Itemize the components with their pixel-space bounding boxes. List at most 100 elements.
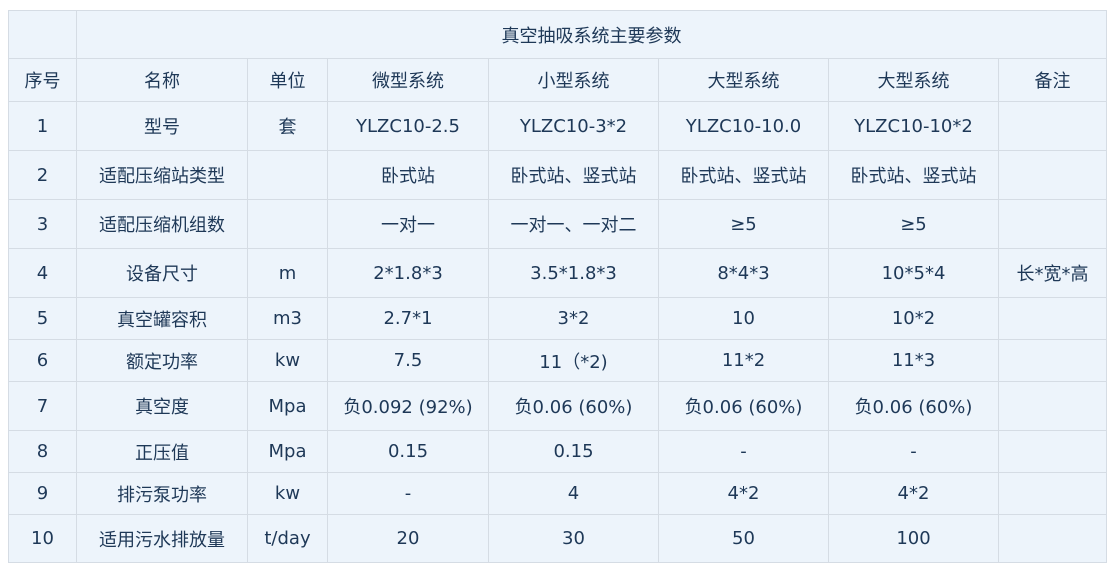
table-cell: kw	[247, 472, 328, 515]
table-cell: 设备尺寸	[76, 248, 248, 298]
table-cell: 10	[658, 297, 829, 340]
table-cell: 10*2	[828, 297, 999, 340]
table-cell: Mpa	[247, 430, 328, 473]
table-cell: 卧式站	[327, 150, 489, 200]
table-cell: 6	[8, 339, 77, 382]
table-cell: 型号	[76, 101, 248, 151]
column-header: 序号	[8, 58, 77, 102]
table-cell	[998, 101, 1107, 151]
column-header: 大型系统	[658, 58, 829, 102]
table-row: 10 适用污水排放量 t/day 20 30 50 100	[8, 514, 1107, 563]
header-row: 序号 名称 单位 微型系统 小型系统 大型系统 大型系统 备注	[8, 58, 1107, 102]
title-row: 真空抽吸系统主要参数	[8, 10, 1107, 59]
table-cell: 2	[8, 150, 77, 200]
table-cell: 负0.06 (60%)	[658, 381, 829, 431]
table-cell: 卧式站、竖式站	[488, 150, 659, 200]
table-cell: YLZC10-10.0	[658, 101, 829, 151]
table-cell: 负0.092 (92%)	[327, 381, 489, 431]
table-cell: 50	[658, 514, 829, 563]
table-cell: 30	[488, 514, 659, 563]
table-cell: 适配压缩机组数	[76, 199, 248, 249]
table-cell: YLZC10-2.5	[327, 101, 489, 151]
table-cell: 7.5	[327, 339, 489, 382]
table-cell: 8	[8, 430, 77, 473]
table-title: 真空抽吸系统主要参数	[76, 10, 1107, 59]
table-row: 8 正压值 Mpa 0.15 0.15- -	[8, 430, 1107, 473]
table-cell: 0.15	[488, 430, 659, 473]
table-cell: 0.15	[327, 430, 489, 473]
table-cell: 100	[828, 514, 999, 563]
column-header: 名称	[76, 58, 248, 102]
column-header: 大型系统	[828, 58, 999, 102]
empty-corner-cell	[8, 10, 77, 59]
table-cell: 11*2	[658, 339, 829, 382]
table-cell: m	[247, 248, 328, 298]
table-cell: 10*5*4	[828, 248, 999, 298]
table-cell: 11（*2)	[488, 339, 659, 382]
table-cell: -	[658, 430, 829, 473]
table-cell: 5	[8, 297, 77, 340]
table-cell	[998, 339, 1107, 382]
table-cell: Mpa	[247, 381, 328, 431]
table-cell: 额定功率	[76, 339, 248, 382]
column-header: 微型系统	[327, 58, 489, 102]
table-cell	[998, 150, 1107, 200]
table-cell: 卧式站、竖式站	[658, 150, 829, 200]
table-cell: 2*1.8*3	[327, 248, 489, 298]
table-cell: 7	[8, 381, 77, 431]
table-cell: 适配压缩站类型	[76, 150, 248, 200]
table-cell	[247, 199, 328, 249]
table-row: 9 排污泵功率 kw -4 4*2 4*2	[8, 472, 1107, 515]
table-cell	[998, 297, 1107, 340]
table-row: 2 适配压缩站类型 卧式站 卧式站、竖式站 卧式站、竖式站 卧式站、竖式站	[8, 150, 1107, 200]
table-cell: 3*2	[488, 297, 659, 340]
table-row: 1 型号套 YLZC10-2.5 YLZC10-3*2 YLZC10-10.0 YLZC1…	[8, 101, 1107, 151]
table-cell: 4*2	[658, 472, 829, 515]
table-cell	[247, 150, 328, 200]
table-cell: ≥5	[658, 199, 829, 249]
table-cell: kw	[247, 339, 328, 382]
table-cell: 4	[488, 472, 659, 515]
table-cell: 11*3	[828, 339, 999, 382]
table-cell: 长*宽*高	[998, 248, 1107, 298]
table-cell: 3	[8, 199, 77, 249]
table-cell: 一对一、一对二	[488, 199, 659, 249]
table-cell: 4	[8, 248, 77, 298]
table-cell: 20	[327, 514, 489, 563]
table-cell: YLZC10-10*2	[828, 101, 999, 151]
table-cell: 2.7*1	[327, 297, 489, 340]
table-row: 7 真空度 Mpa 负0.092 (92%) 负0.06 (60%) 负0.06 (60%…	[8, 381, 1107, 431]
table-cell: 真空罐容积	[76, 297, 248, 340]
table-cell: ≥5	[828, 199, 999, 249]
table-cell: 9	[8, 472, 77, 515]
table-cell: t/day	[247, 514, 328, 563]
table-cell: 排污泵功率	[76, 472, 248, 515]
table-cell: 负0.06 (60%)	[488, 381, 659, 431]
column-header: 单位	[247, 58, 328, 102]
table-cell: 负0.06 (60%)	[828, 381, 999, 431]
table-cell: 一对一	[327, 199, 489, 249]
table-cell: 1	[8, 101, 77, 151]
table-cell: m3	[247, 297, 328, 340]
table-cell	[998, 381, 1107, 431]
table-cell: 卧式站、竖式站	[828, 150, 999, 200]
table-row: 3 适配压缩机组数 一对一 一对一、一对二 ≥5 ≥5	[8, 199, 1107, 249]
table-cell: 正压值	[76, 430, 248, 473]
table-cell: 真空度	[76, 381, 248, 431]
column-header: 小型系统	[488, 58, 659, 102]
table-cell: 4*2	[828, 472, 999, 515]
table-cell: 10	[8, 514, 77, 563]
table-cell: 3.5*1.8*3	[488, 248, 659, 298]
table-cell: 8*4*3	[658, 248, 829, 298]
table-cell: -	[327, 472, 489, 515]
table-cell	[998, 430, 1107, 473]
table-cell: 适用污水排放量	[76, 514, 248, 563]
parameters-table: 真空抽吸系统主要参数 序号 名称 单位 微型系统 小型系统 大型系统 大型系统 备注 1 型号套…	[8, 10, 1107, 563]
table-cell: -	[828, 430, 999, 473]
table-row: 4 设备尺寸 m 2*1.8*3 3.5*1.8*3 8*4*3 10*5*4 长*宽*高	[8, 248, 1107, 298]
table-cell	[998, 199, 1107, 249]
table-cell: 套	[247, 101, 328, 151]
table-row: 5 真空罐容积 m3 2.7*1 3*2 10 10*2	[8, 297, 1107, 340]
table-row: 6 额定功率 kw 7.5 11（*2) 11*2 11*3	[8, 339, 1107, 382]
column-header: 备注	[998, 58, 1107, 102]
